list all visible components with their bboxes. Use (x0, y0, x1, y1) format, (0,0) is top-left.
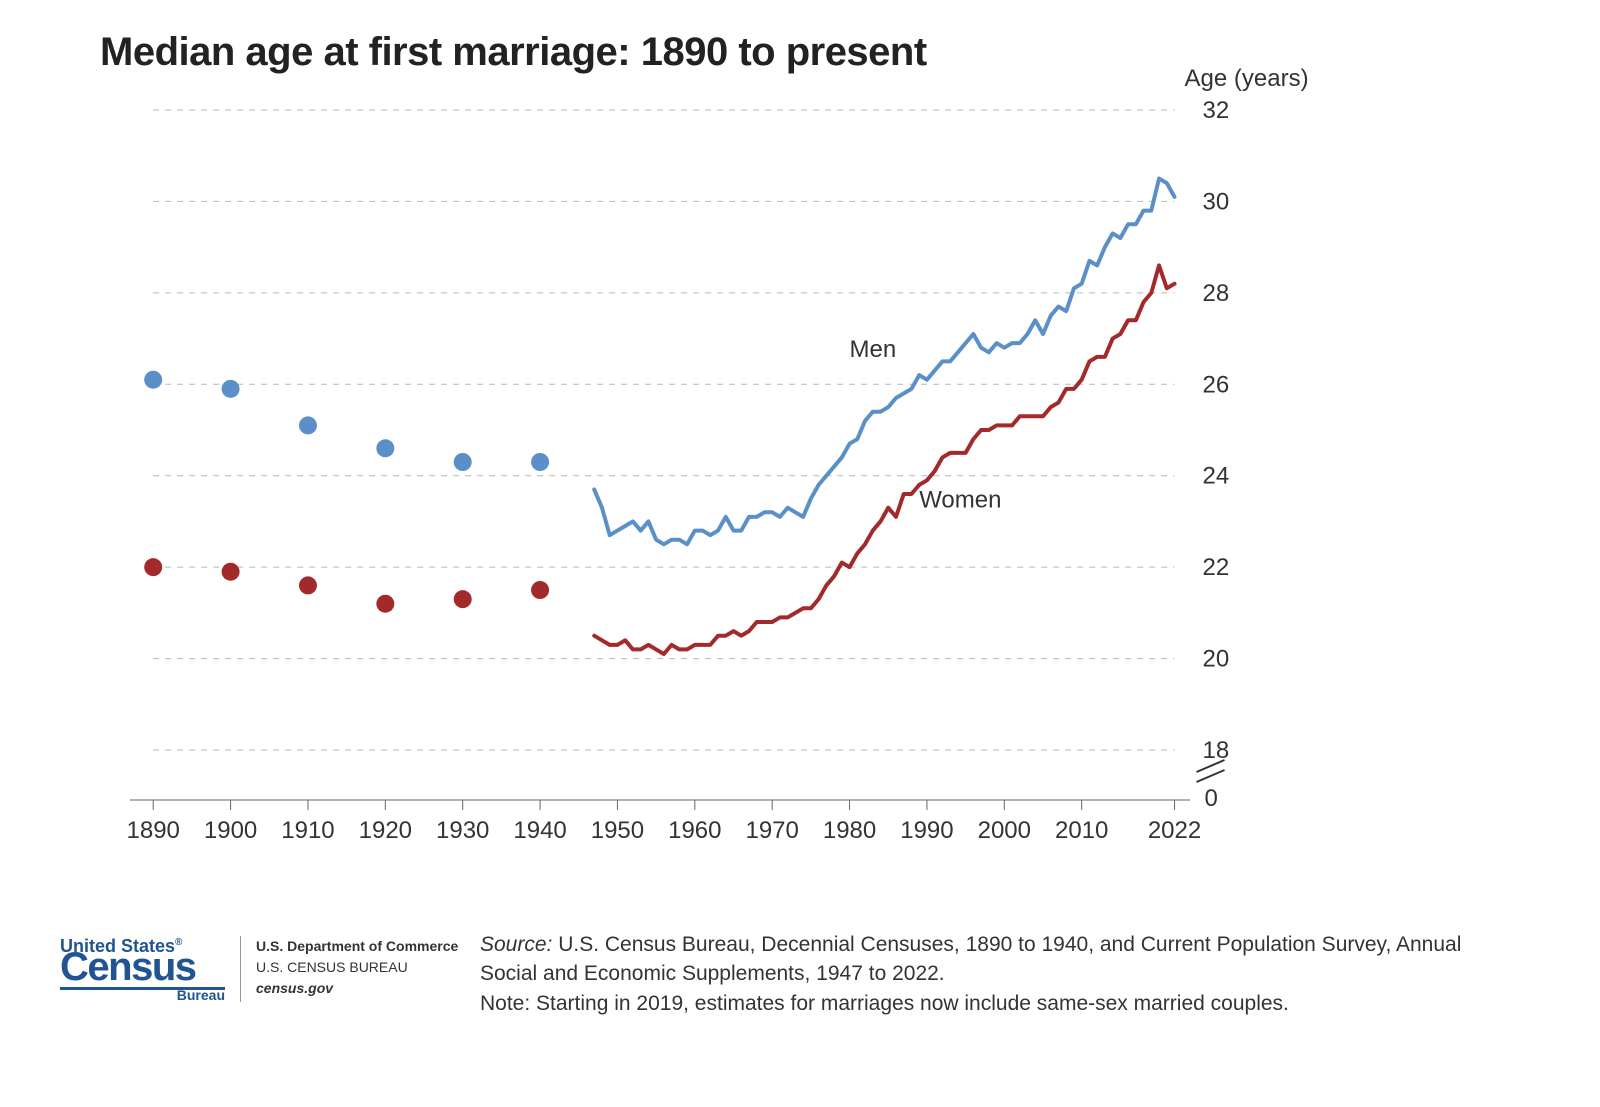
census-logo-block: United States® Census Bureau U.S. Depart… (60, 930, 460, 1050)
logo-us-text: United States (60, 936, 175, 956)
x-tick-label: 2010 (1055, 817, 1108, 844)
page-root: Median age at first marriage: 1890 to pr… (0, 0, 1600, 1107)
x-tick-label: 1920 (359, 817, 412, 844)
series-men-label: Men (850, 336, 897, 363)
source-note: Note: Starting in 2019, estimates for ma… (480, 992, 1289, 1015)
y-tick-label: 20 (1203, 646, 1230, 673)
series-men-point (531, 453, 549, 471)
series-men-point (454, 453, 472, 471)
logo-dept-line3: census.gov (256, 978, 458, 999)
x-tick-label: 2000 (978, 817, 1031, 844)
x-tick-label: 1940 (513, 817, 566, 844)
logo-divider (240, 936, 241, 1002)
y-axis-title: Age (years) (1185, 65, 1309, 92)
series-women-point (144, 558, 162, 576)
series-women-point (299, 576, 317, 594)
chart-svg: 1820222426283032Age (years)0189019001910… (0, 0, 1600, 870)
x-tick-label: 1950 (591, 817, 644, 844)
y-tick-label: 28 (1203, 280, 1230, 307)
y-tick-label: 26 (1203, 371, 1230, 398)
series-women-line (594, 265, 1174, 654)
source-label: Source: (480, 933, 552, 956)
x-tick-label: 1910 (281, 817, 334, 844)
logo-reg-mark: ® (175, 937, 182, 948)
source-block: Source: U.S. Census Bureau, Decennial Ce… (480, 930, 1520, 1018)
series-men-point (144, 371, 162, 389)
logo-dept-line2: U.S. CENSUS BUREAU (256, 957, 458, 978)
source-text: U.S. Census Bureau, Decennial Censuses, … (480, 933, 1461, 985)
x-tick-label: 1900 (204, 817, 257, 844)
census-logo: United States® Census Bureau (60, 930, 225, 1003)
logo-dept: U.S. Department of Commerce U.S. CENSUS … (256, 936, 458, 999)
logo-dept-line1: U.S. Department of Commerce (256, 936, 458, 957)
logo-united-states: United States® (60, 936, 225, 957)
x-tick-label: 1980 (823, 817, 876, 844)
x-tick-label: 1890 (127, 817, 180, 844)
y-tick-label: 24 (1203, 463, 1230, 490)
y-tick-label: 32 (1203, 97, 1230, 124)
y-tick-zero: 0 (1205, 785, 1218, 812)
series-women-point (531, 581, 549, 599)
series-men-point (376, 439, 394, 457)
series-women-point (222, 563, 240, 581)
x-tick-label: 1960 (668, 817, 721, 844)
x-tick-label: 2022 (1148, 817, 1201, 844)
series-men-point (222, 380, 240, 398)
x-tick-label: 1970 (745, 817, 798, 844)
y-tick-label: 22 (1203, 554, 1230, 581)
series-women-point (376, 595, 394, 613)
x-tick-label: 1990 (900, 817, 953, 844)
series-men-point (299, 416, 317, 434)
chart-title: Median age at first marriage: 1890 to pr… (100, 30, 927, 75)
series-women-label: Women (919, 487, 1001, 514)
logo-bureau: Bureau (60, 987, 225, 1003)
y-tick-label: 18 (1203, 737, 1230, 764)
axis-break-mark (1197, 770, 1225, 782)
series-women-point (454, 590, 472, 608)
y-tick-label: 30 (1203, 188, 1230, 215)
x-tick-label: 1930 (436, 817, 489, 844)
